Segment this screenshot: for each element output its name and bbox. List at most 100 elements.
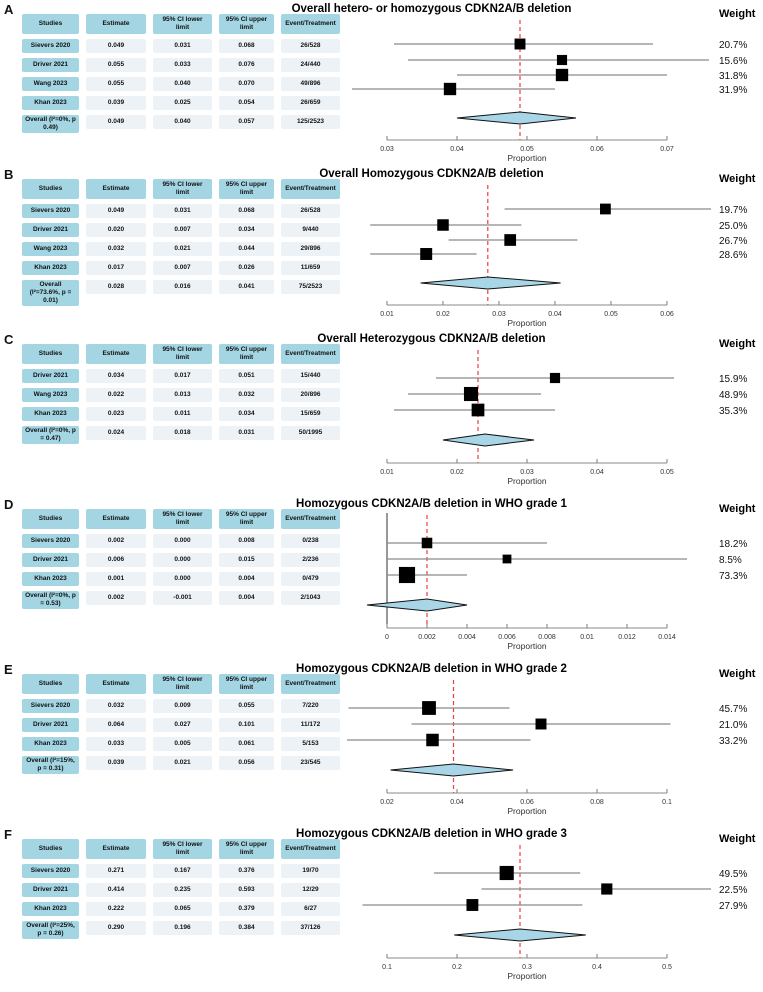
- study-cell: Khan 2023: [22, 737, 79, 751]
- value-cell: 0.049: [86, 115, 146, 129]
- study-cell: Driver 2021: [22, 223, 79, 237]
- table-header-cell: Estimate: [86, 344, 146, 364]
- panel-A: A Overall hetero- or homozygous CDKN2A/B …: [0, 0, 763, 165]
- study-cell: Khan 2023: [22, 572, 79, 586]
- value-cell: 0.007: [153, 223, 212, 237]
- axis-title: Proportion: [507, 153, 546, 163]
- value-cell: 0.002: [86, 591, 146, 605]
- table-header-cell: 95% CI upper limit: [219, 344, 274, 364]
- meta-table: Studies Estimate 95% CI lower limit 95% CI …: [22, 839, 340, 940]
- axis-tick-label: 0.5: [662, 964, 672, 971]
- value-cell: 0.101: [219, 718, 274, 732]
- overall-diamond: [454, 928, 586, 942]
- estimate-square: [514, 38, 526, 50]
- value-cell: 0.024: [86, 426, 146, 440]
- value-cell: 0.034: [86, 369, 146, 383]
- value-cell: 0.021: [153, 756, 212, 770]
- value-cell: 11/172: [281, 718, 340, 732]
- table-header-cell: Estimate: [86, 674, 146, 694]
- estimate-square: [499, 865, 514, 881]
- estimate-square: [555, 68, 569, 82]
- estimate-square: [437, 219, 449, 231]
- estimate-square: [422, 701, 436, 715]
- panel-C: C Overall Heterozygous CDKN2A/B deletion S…: [0, 330, 763, 495]
- weight-label: 31.8%: [719, 71, 747, 82]
- value-cell: 0.008: [219, 534, 274, 548]
- estimate-square: [466, 899, 479, 911]
- panel-title: Overall Heterozygous CDKN2A/B deletion: [317, 333, 546, 345]
- weight-header: Weight: [719, 833, 756, 845]
- value-cell: 0.000: [153, 534, 212, 548]
- value-cell: 15/440: [281, 369, 340, 383]
- value-cell: 0.022: [86, 388, 146, 402]
- value-cell: 0.593: [219, 883, 274, 897]
- axis-tick-label: 0.006: [498, 634, 516, 641]
- panel-title: Homozygous CDKN2A/B deletion in WHO grad…: [296, 498, 567, 510]
- axis-tick-label: 0.01: [380, 469, 394, 476]
- axis-tick-label: 0.01: [580, 634, 594, 641]
- value-cell: 0.016: [153, 280, 212, 294]
- study-cell: Sievers 2020: [22, 204, 79, 218]
- value-cell: 0.034: [219, 223, 274, 237]
- estimate-square: [502, 554, 512, 564]
- value-cell: 5/153: [281, 737, 340, 751]
- value-cell: 0.004: [219, 591, 274, 605]
- value-cell: 0.039: [86, 756, 146, 770]
- weight-header: Weight: [719, 503, 756, 515]
- axis-tick-label: 0.02: [450, 469, 464, 476]
- value-cell: 0.414: [86, 883, 146, 897]
- value-cell: 0.167: [153, 864, 212, 878]
- axis-tick-label: 0.01: [380, 311, 394, 318]
- axis-tick-label: 0.05: [604, 311, 618, 318]
- overall-diamond: [420, 276, 561, 290]
- weight-label: 27.9%: [719, 901, 747, 912]
- study-cell: Sievers 2020: [22, 39, 79, 53]
- axis-tick-label: 0.04: [450, 799, 464, 806]
- study-cell: Driver 2021: [22, 58, 79, 72]
- panel-title: Homozygous CDKN2A/B deletion in WHO grad…: [296, 663, 567, 675]
- value-cell: 0.025: [153, 96, 212, 110]
- study-cell: Wang 2023: [22, 388, 79, 402]
- value-cell: 37/126: [281, 921, 340, 935]
- value-cell: 0.054: [219, 96, 274, 110]
- study-cell: Sievers 2020: [22, 534, 79, 548]
- weight-label: 33.2%: [719, 736, 747, 747]
- table-header-cell: Estimate: [86, 14, 146, 34]
- meta-table: Studies Estimate 95% CI lower limit 95% CI …: [22, 674, 340, 775]
- value-cell: 0.040: [153, 77, 212, 91]
- study-cell: Overall (I²=0%, p = 0.53): [22, 591, 79, 610]
- study-cell: Khan 2023: [22, 96, 79, 110]
- table-header-cell: 95% CI upper limit: [219, 509, 274, 529]
- weight-label: 49.5%: [719, 869, 747, 880]
- axis-tick-label: 0.08: [590, 799, 604, 806]
- value-cell: 0.033: [153, 58, 212, 72]
- value-cell: 0.065: [153, 902, 212, 916]
- panel-label: A: [4, 2, 14, 17]
- value-cell: 7/220: [281, 699, 340, 713]
- axis-tick-label: 0.02: [436, 311, 450, 318]
- value-cell: 0.061: [219, 737, 274, 751]
- value-cell: 0.031: [153, 39, 212, 53]
- value-cell: 49/896: [281, 77, 340, 91]
- value-cell: 15/659: [281, 407, 340, 421]
- table-header-cell: Event/Treatment: [281, 509, 340, 529]
- value-cell: 0.032: [219, 388, 274, 402]
- panel-label: C: [4, 332, 14, 347]
- table-header-cell: 95% CI lower limit: [153, 179, 212, 199]
- value-cell: 0.064: [86, 718, 146, 732]
- forest-plot-svg: 49.5% 22.5% 27.9% 0.1 0.2 0.3 0.4 0.5 Proportion…: [362, 833, 756, 981]
- value-cell: 0.015: [219, 553, 274, 567]
- study-cell: Overall (I²=0%, p = 0.47): [22, 426, 79, 445]
- forest-plot-svg: 15.9% 48.9% 35.3% 0.01 0.02 0.03 0.04 0.05 Propo…: [380, 338, 756, 486]
- panel-label: B: [4, 167, 14, 182]
- value-cell: 0.271: [86, 864, 146, 878]
- table-header-cell: Estimate: [86, 179, 146, 199]
- study-cell: Khan 2023: [22, 902, 79, 916]
- estimate-square: [421, 537, 433, 549]
- value-cell: 0.009: [153, 699, 212, 713]
- overall-diamond: [366, 598, 468, 612]
- panel-title: Homozygous CDKN2A/B deletion in WHO grad…: [296, 828, 567, 840]
- axis-tick-label: 0.03: [492, 311, 506, 318]
- table-header-cell: Event/Treatment: [281, 179, 340, 199]
- value-cell: 6/27: [281, 902, 340, 916]
